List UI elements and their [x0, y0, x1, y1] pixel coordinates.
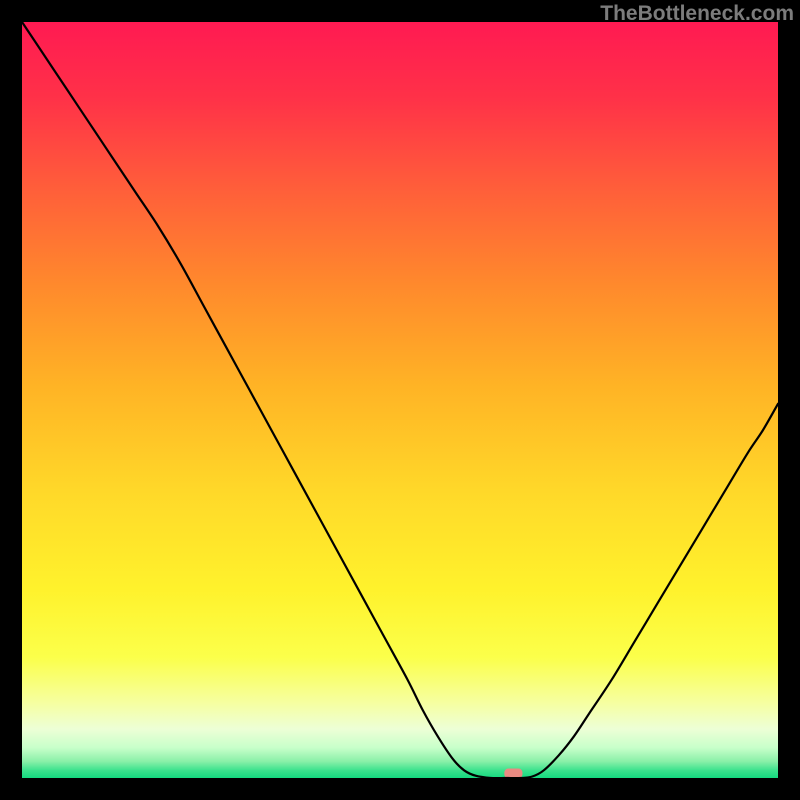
watermark-label: TheBottleneck.com	[600, 2, 794, 26]
bottleneck-marker	[504, 769, 522, 779]
frame-bottom	[0, 778, 800, 800]
frame-left	[0, 0, 22, 800]
chart-container: TheBottleneck.com	[0, 0, 800, 800]
bottleneck-chart	[0, 0, 800, 800]
frame-right	[778, 0, 800, 800]
